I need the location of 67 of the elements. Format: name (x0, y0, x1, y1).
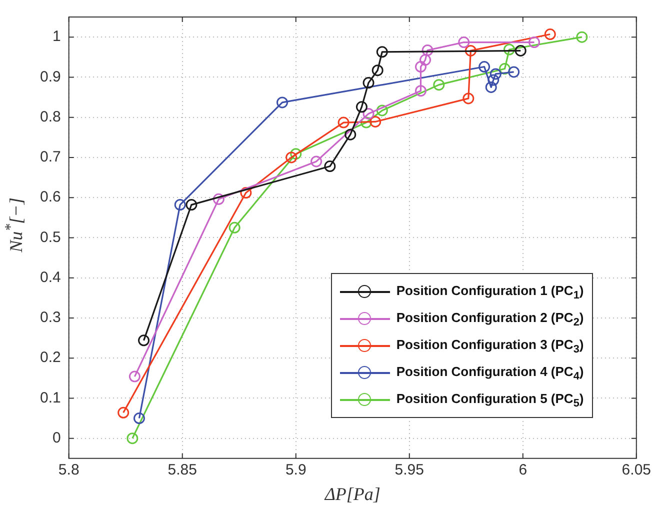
point (360, 116, 372, 128)
point (138, 334, 150, 346)
x-tick-label: 5.9 (285, 462, 306, 479)
point (362, 108, 374, 120)
point (488, 74, 500, 86)
point (310, 156, 322, 168)
point (490, 68, 502, 80)
point (356, 101, 368, 113)
x-tick-label: 6 (518, 462, 528, 479)
point (344, 128, 356, 140)
point (422, 44, 434, 56)
point (370, 116, 382, 128)
y-tick-label: 0.1 (40, 389, 61, 406)
point (478, 61, 490, 73)
y-tick-label: 0.8 (40, 108, 61, 126)
point (174, 199, 186, 211)
legend-label: Position Configuration 4 (PC$_{4}$) (396, 364, 584, 382)
y-tick-label: 0.9 (40, 68, 61, 86)
x-tick-label: 6.05 (622, 462, 652, 479)
point (420, 54, 432, 66)
point (338, 116, 350, 128)
point (464, 44, 476, 56)
point (372, 64, 384, 76)
point (544, 28, 556, 40)
y-tick-label: 0.2 (40, 349, 61, 366)
point (276, 96, 288, 108)
x-axis-title: ΔP[Pa] (324, 484, 380, 504)
point (128, 370, 140, 382)
point (414, 61, 426, 73)
legend-label: Position Configuration 3 (PC$_{3}$) (396, 336, 584, 356)
y-tick-label: 1 (52, 28, 61, 46)
x-tick-label: 5.8 (58, 462, 80, 479)
x-tick-label: 5.95 (394, 462, 424, 479)
point (362, 77, 374, 89)
point (498, 63, 510, 75)
legend-label: Position Configuration 2 (PC$_{2}$) (396, 310, 584, 328)
point (504, 44, 516, 56)
point (485, 81, 497, 93)
point (458, 36, 470, 48)
y-tick-label: 0.3 (40, 309, 61, 326)
point (433, 79, 445, 91)
y-tick-label: 0.5 (40, 228, 61, 246)
point (576, 31, 588, 43)
legend-label: Position Configuration 1 (PC$_{1}$) (396, 282, 584, 302)
y-tick-label: 0.4 (40, 268, 61, 286)
point (186, 199, 198, 211)
point (286, 152, 298, 164)
point (118, 406, 130, 418)
point (414, 85, 426, 97)
legend-label: Position Configuration 5 (PC$_{5}$) (396, 390, 584, 410)
point (290, 148, 302, 160)
point (212, 193, 224, 205)
point (508, 66, 520, 78)
point (228, 222, 240, 234)
x-tick-label: 5.85 (168, 462, 197, 479)
point (376, 104, 388, 116)
y-tick-label: 0.6 (40, 188, 61, 206)
point (133, 412, 145, 424)
point (240, 187, 252, 199)
point (514, 44, 526, 56)
point (462, 92, 474, 104)
point (376, 46, 388, 58)
y-tick-label: 0 (52, 429, 61, 446)
point (126, 432, 138, 444)
point (528, 36, 540, 48)
y-tick-label: 0.7 (40, 148, 61, 166)
point (324, 160, 336, 172)
